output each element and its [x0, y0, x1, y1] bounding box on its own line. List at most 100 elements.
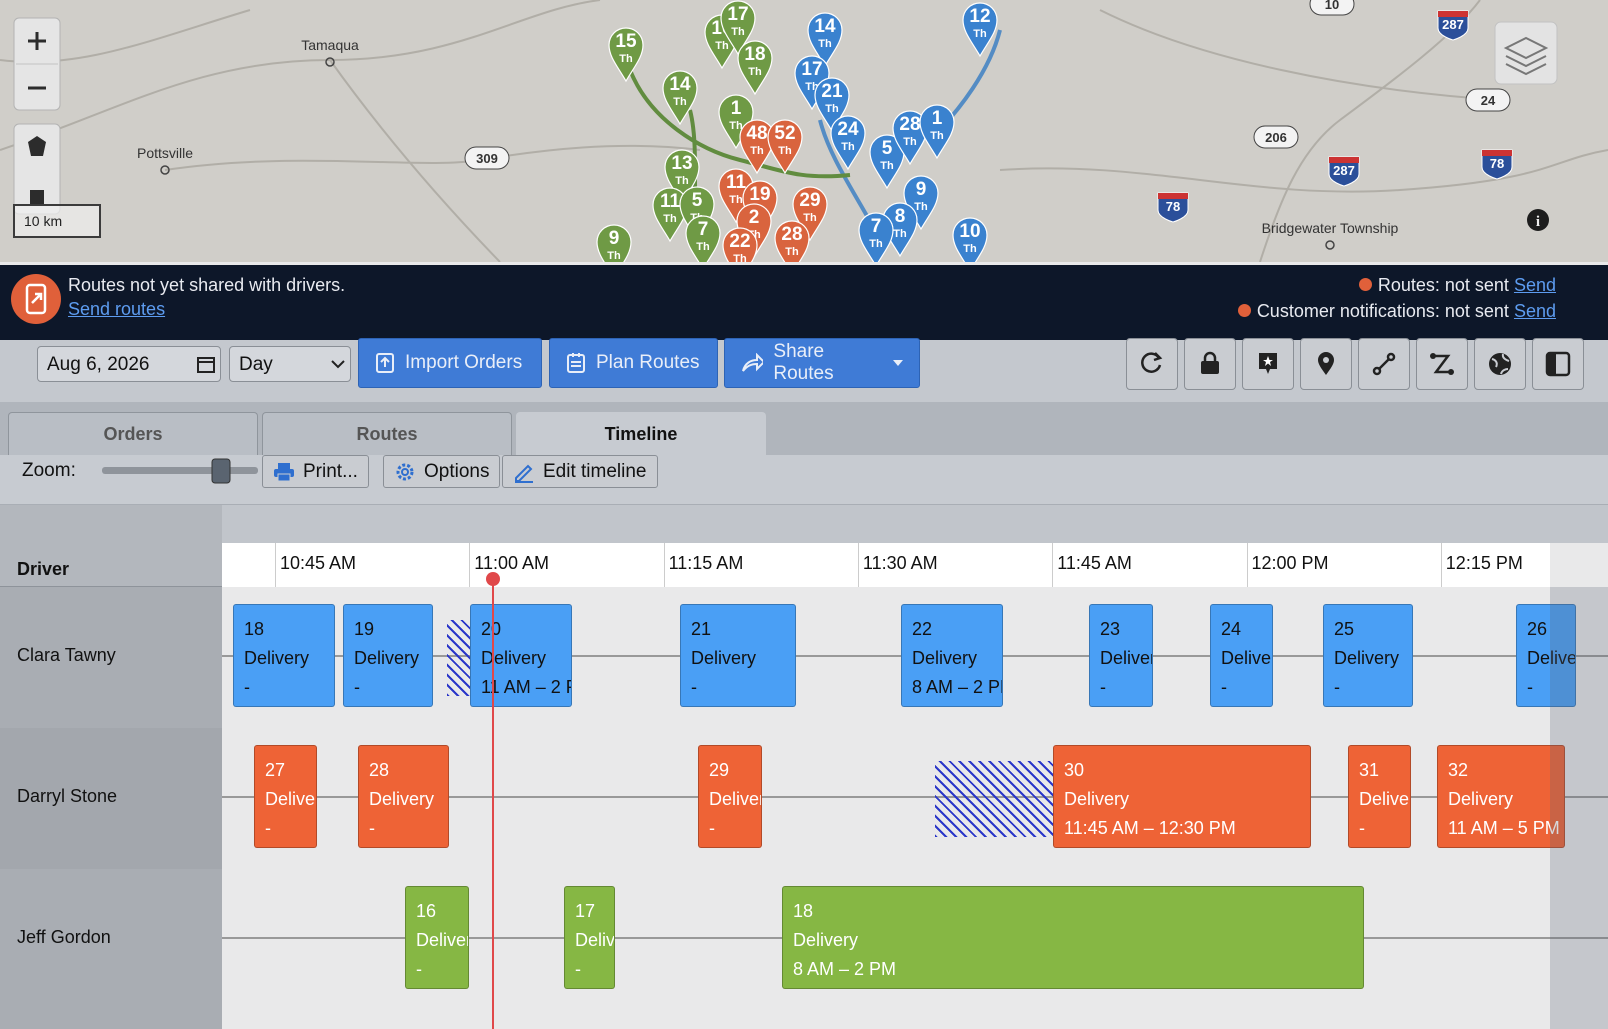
icon [1318, 352, 1334, 375]
pin-label: 17 [801, 59, 822, 80]
icon-button[interactable] [1474, 338, 1526, 390]
stop-block[interactable]: 18 Delivery 8 AM – 2 PM [782, 886, 1364, 989]
stop-number: 16 [416, 901, 437, 921]
stop-window: - [354, 677, 360, 697]
pin-body [807, 12, 843, 68]
map-pin[interactable]: 1Th [919, 104, 955, 160]
map-pin[interactable]: 9Th [596, 224, 632, 262]
status-label: Customer notifications: not sent [1256, 301, 1509, 321]
stop-block[interactable]: 30 Delivery 11:45 AM – 12:30 PM [1053, 745, 1311, 848]
icon-button[interactable] [1532, 338, 1584, 390]
pin-body [919, 104, 955, 160]
pin-label: 15 [615, 31, 637, 52]
share-routes-button[interactable]: Share Routes [724, 338, 920, 388]
options-button[interactable]: Options [383, 455, 501, 488]
stop-block[interactable]: 20 Delivery 11 AM – 2 PM [470, 604, 572, 707]
stop-block[interactable]: 32 Delivery 11 AM – 5 PM [1437, 745, 1565, 848]
date-input[interactable]: Aug 6, 2026 [37, 346, 221, 382]
print-button[interactable]: Print... [262, 455, 369, 488]
pin-body [767, 119, 803, 175]
stop-block[interactable]: 26 Delivery - [1516, 604, 1576, 707]
stop-number: 26 [1527, 619, 1548, 639]
stop-block[interactable]: 19 Delivery - [343, 604, 433, 707]
time-divider [857, 543, 859, 587]
icon-button[interactable] [1126, 338, 1178, 390]
stop-block[interactable]: 22 Delivery 8 AM – 2 PM [901, 604, 1003, 707]
place-dot [1325, 240, 1335, 250]
road-shield [1157, 192, 1189, 223]
stop-block[interactable]: 23 Delivery - [1089, 604, 1153, 707]
tab[interactable]: Orders [8, 412, 258, 455]
stop-block[interactable]: 27 Delivery - [254, 745, 317, 848]
stop-number: 30 [1064, 760, 1085, 780]
pin-body [685, 215, 721, 262]
place-label: Pottsville [137, 145, 193, 161]
import-orders-button[interactable]: Import Orders [358, 338, 542, 388]
map-pin[interactable]: 5Th [869, 134, 905, 190]
pin-sub: Th [733, 253, 747, 262]
time-header: 10:45 AM 11:00 AM 11:15 AM 11:30 AM 11:45 AM… [222, 543, 1550, 587]
road-shield [1465, 88, 1511, 112]
icon-button[interactable] [1416, 338, 1468, 390]
driver-name: Clara Tawny [17, 645, 116, 665]
pin-body [608, 27, 644, 83]
stop-type: Delivery [1100, 648, 1152, 668]
stop-block[interactable]: 31 Delivery - [1348, 745, 1411, 848]
stop-block[interactable]: 21 Delivery - [680, 604, 796, 707]
send-link[interactable]: Send [1513, 301, 1556, 321]
view-select[interactable]: Day [229, 346, 351, 382]
pin-body [774, 220, 810, 262]
zoom-slider[interactable] [100, 455, 260, 488]
stop-type: Delivery [265, 789, 316, 809]
stop-block[interactable]: 29 Delivery - [698, 745, 762, 848]
map[interactable]: i Tamaqua Pottsville Bridgewater Township 3… [0, 0, 1608, 262]
pin-body [962, 2, 998, 58]
map-pin[interactable]: 7Th [685, 215, 721, 262]
tab[interactable]: Routes [262, 412, 512, 455]
stop-block[interactable]: 17 Delivery - [564, 886, 615, 989]
pin-sub: Th [748, 66, 762, 78]
pin-label: 11 [660, 191, 681, 212]
stop-block[interactable]: 16 Delivery - [405, 886, 469, 989]
icon-button[interactable] [1358, 338, 1410, 390]
plan-routes-button[interactable]: Plan Routes [549, 338, 718, 388]
icon-button[interactable] [1184, 338, 1236, 390]
icon-button[interactable] [1300, 338, 1352, 390]
send-routes-link[interactable]: Send routes [68, 299, 166, 319]
stop-window: - [575, 959, 581, 979]
pin-sub: Th [841, 141, 855, 153]
button-label: Edit timeline [543, 460, 647, 482]
pin-label: 19 [749, 184, 770, 205]
icon [1201, 351, 1219, 374]
stop-block[interactable]: 18 Delivery - [233, 604, 335, 707]
pin-sub: Th [903, 136, 917, 148]
map-pin[interactable]: 7Th [858, 212, 894, 262]
pin-sub: Th [869, 238, 883, 250]
tab-active[interactable]: Timeline [516, 412, 766, 455]
stop-window: - [709, 818, 715, 838]
stop-block[interactable]: 24 Delivery - [1210, 604, 1273, 707]
driver-header-label: Driver [17, 559, 70, 579]
icon-button[interactable] [1242, 338, 1294, 390]
stop-block[interactable]: 25 Delivery - [1323, 604, 1413, 707]
stop-block[interactable]: 28 Delivery - [358, 745, 449, 848]
icon [1372, 352, 1396, 376]
send-link[interactable]: Send [1513, 275, 1556, 295]
edit-timeline-button[interactable]: Edit timeline [502, 455, 658, 488]
